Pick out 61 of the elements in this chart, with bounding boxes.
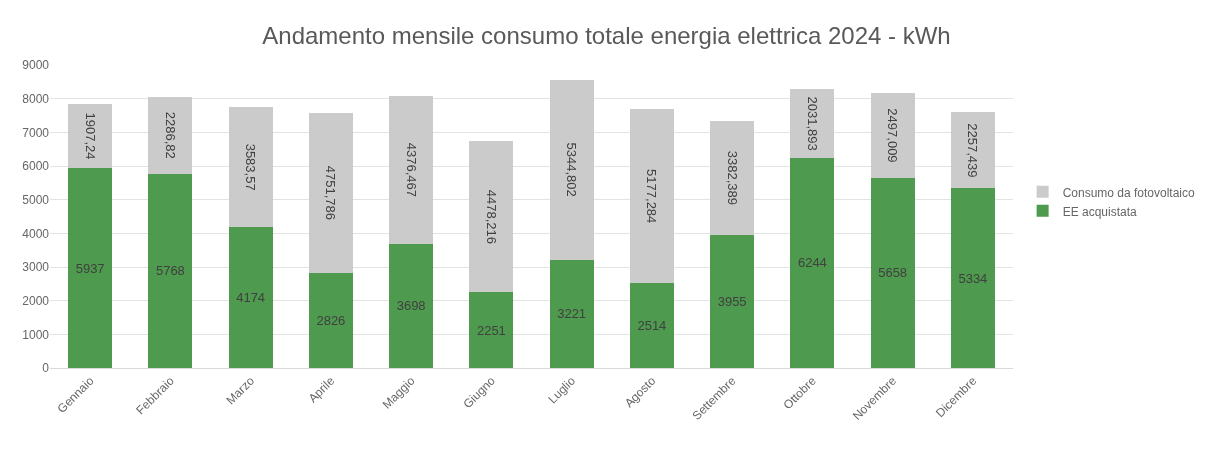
- bar: [308, 272, 353, 368]
- bar: [710, 120, 755, 235]
- data-label: 5768: [155, 263, 185, 279]
- y-tick-label: 1000: [22, 327, 50, 342]
- data-label: 2514: [637, 318, 667, 334]
- bar: [870, 93, 915, 178]
- bar: [790, 157, 835, 368]
- data-label: 2286,82: [162, 111, 178, 159]
- bar: [389, 243, 434, 368]
- data-label: 2826: [316, 312, 346, 328]
- bar: [549, 79, 594, 260]
- data-label: 4751,786: [323, 165, 339, 220]
- data-label: 5658: [878, 265, 908, 281]
- data-label: 1907,24: [82, 112, 98, 160]
- data-label: 3698: [396, 298, 426, 314]
- data-label: 3583,57: [243, 143, 259, 191]
- bar: [790, 89, 835, 158]
- bar: [710, 234, 755, 368]
- data-label: 5344,802: [564, 142, 580, 197]
- bar: [68, 103, 113, 169]
- bar: [469, 292, 514, 368]
- y-tick-label: 2000: [22, 293, 50, 308]
- data-label: 2031,893: [804, 96, 820, 151]
- bar: [389, 96, 434, 244]
- data-label: 4376,467: [403, 142, 419, 197]
- bar: [148, 96, 193, 174]
- bar: [308, 112, 353, 273]
- bar: [950, 188, 995, 368]
- legend-label: EE acquistata: [1062, 204, 1137, 219]
- data-label: 6244: [797, 255, 827, 271]
- data-label: 4174: [236, 290, 266, 306]
- data-label: 3221: [557, 306, 587, 322]
- bar: [629, 283, 674, 368]
- bar: [228, 106, 273, 228]
- data-label: 5937: [75, 260, 105, 276]
- y-tick-label: 0: [42, 361, 50, 376]
- bar: [228, 227, 273, 368]
- chart-title: Andamento mensile consumo totale energia elettrica 2024 - kWh: [262, 21, 951, 49]
- bar: [469, 141, 514, 293]
- legend-label: Consumo da fotovoltaico: [1062, 185, 1196, 200]
- data-label: 2251: [476, 322, 506, 338]
- data-label: 2257,439: [965, 123, 981, 178]
- y-tick-label: 5000: [22, 192, 50, 207]
- bar: [870, 177, 915, 368]
- data-label: 3955: [717, 293, 747, 309]
- bar: [68, 168, 113, 368]
- y-tick-label: 9000: [22, 58, 50, 73]
- data-label: 5334: [958, 270, 988, 286]
- data-label: 2497,009: [885, 108, 901, 163]
- y-tick-label: 4000: [22, 226, 50, 241]
- data-label: 5177,284: [644, 169, 660, 224]
- bar: [549, 259, 594, 368]
- y-tick-label: 8000: [22, 91, 50, 106]
- bar: [950, 112, 995, 189]
- y-tick-label: 3000: [22, 260, 50, 275]
- data-label: 3382,389: [724, 150, 740, 206]
- y-tick-label: 6000: [22, 159, 50, 174]
- bar: [148, 173, 193, 368]
- bar: [629, 109, 674, 284]
- data-label: 4478,216: [483, 189, 499, 244]
- y-tick-label: 7000: [22, 125, 50, 140]
